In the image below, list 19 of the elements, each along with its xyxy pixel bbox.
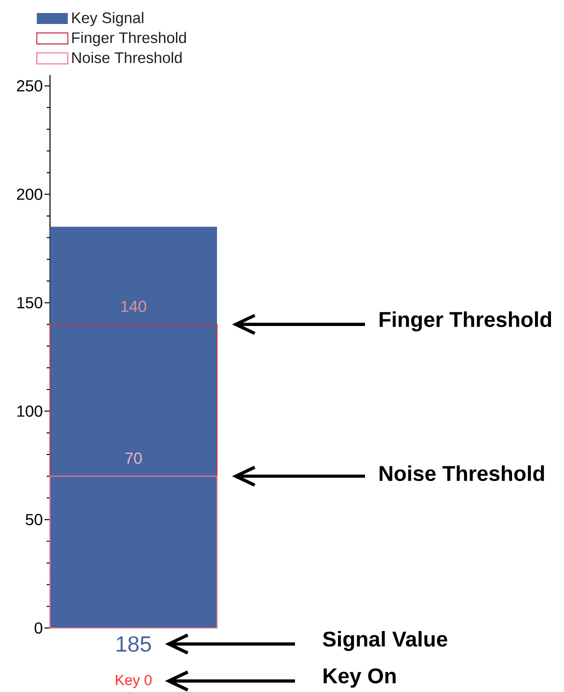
- x-tick-label: Key 0: [116, 674, 152, 688]
- text: Finger Threshold: [380, 311, 552, 332]
- y-tick-label: 0: [34, 622, 42, 634]
- legend-label: Finger Threshold: [72, 32, 186, 46]
- legend-label: Noise Threshold: [72, 52, 182, 64]
- bar: [50, 226, 217, 628]
- text: Key On: [324, 668, 396, 688]
- y-tick-label: 150: [17, 297, 42, 308]
- data-label: 140: [121, 300, 146, 312]
- bar: [49, 476, 218, 629]
- y-tick-label: 250: [17, 80, 42, 92]
- data-label: 185: [116, 636, 151, 652]
- y-tick-label: 100: [17, 405, 42, 417]
- legend-label: Key Signal: [72, 12, 144, 26]
- y-tick-label: 200: [17, 188, 42, 200]
- text: Signal Value: [322, 631, 448, 651]
- data-label: 70: [125, 452, 142, 464]
- text: Noise Threshold: [380, 465, 544, 482]
- y-tick-label: 50: [26, 514, 42, 526]
